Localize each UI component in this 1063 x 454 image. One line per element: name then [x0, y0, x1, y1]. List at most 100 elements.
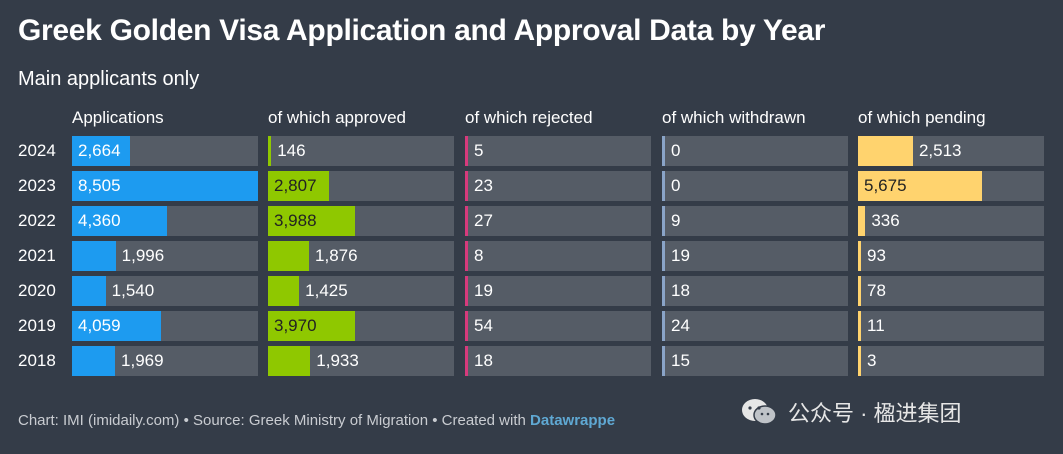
chart-footer: Chart: IMI (imidaily.com) • Source: Gree… — [18, 412, 615, 429]
value-label: 4,360 — [78, 211, 121, 230]
footer-brand-link[interactable]: Datawrappe — [530, 412, 616, 429]
bar-track: 11 — [858, 311, 1044, 341]
value-label: 8,505 — [78, 176, 121, 195]
bar-pending — [858, 276, 861, 306]
bar-track: 1,933 — [268, 346, 454, 376]
bar-track: 1,540 — [72, 276, 258, 306]
bar-track: 23 — [465, 171, 651, 201]
year-label: 2024 — [18, 141, 56, 160]
bar-applications — [72, 241, 116, 271]
bar-track: 9 — [662, 206, 848, 236]
bar-track: 1,876 — [268, 241, 454, 271]
bar-track: 2,513 — [858, 136, 1044, 166]
value-label: 0 — [671, 176, 681, 195]
bar-track: 15 — [662, 346, 848, 376]
bar-track: 27 — [465, 206, 651, 236]
column-header-withdrawn: of which withdrawn — [662, 108, 806, 127]
column-header-pending: of which pending — [858, 108, 986, 127]
column-header-applications: Applications — [72, 108, 164, 127]
bar-track: 3 — [858, 346, 1044, 376]
bar-withdrawn — [662, 206, 665, 236]
bar-applications — [72, 136, 131, 166]
value-label: 1,933 — [316, 351, 359, 370]
bar-approved — [268, 136, 272, 166]
wechat-icon — [742, 399, 777, 425]
bar-applications — [72, 206, 168, 236]
bar-track: 3,970 — [268, 311, 454, 341]
bar-pending — [858, 171, 983, 201]
bar-track: 1,425 — [268, 276, 454, 306]
bar-track: 3,988 — [268, 206, 454, 236]
bar-rejected — [465, 311, 468, 341]
bar-approved — [268, 311, 355, 341]
value-label: 18 — [474, 351, 493, 370]
bar-rejected — [465, 171, 468, 201]
bar-track: 93 — [858, 241, 1044, 271]
bar-pending — [858, 311, 861, 341]
bar-track: 19 — [465, 276, 651, 306]
bar-track: 18 — [465, 346, 651, 376]
bar-pending — [858, 241, 861, 271]
bar-approved — [268, 276, 300, 306]
value-label: 5,675 — [864, 176, 907, 195]
value-label: 0 — [671, 141, 681, 160]
bar-rejected — [465, 206, 468, 236]
value-label: 1,425 — [305, 281, 348, 300]
bar-pending — [858, 206, 866, 236]
bar-withdrawn — [662, 136, 665, 166]
value-label: 19 — [671, 246, 690, 265]
chart-title: Greek Golden Visa Application and Approv… — [18, 14, 826, 47]
value-label: 2,664 — [78, 141, 121, 160]
bar-withdrawn — [662, 276, 665, 306]
bar-track: 2,807 — [268, 171, 454, 201]
value-label: 18 — [671, 281, 690, 300]
bar-rejected — [465, 276, 468, 306]
bar-track: 1,996 — [72, 241, 258, 271]
value-label: 146 — [277, 141, 306, 160]
bar-track: 4,059 — [72, 311, 258, 341]
bar-track: 18 — [662, 276, 848, 306]
year-label: 2019 — [18, 316, 56, 335]
bar-track: 5,675 — [858, 171, 1044, 201]
value-label: 1,996 — [121, 246, 165, 265]
value-label: 5 — [474, 141, 484, 160]
bar-track: 5 — [465, 136, 651, 166]
bar-pending — [858, 346, 861, 376]
bar-withdrawn — [662, 171, 665, 201]
value-label: 3,988 — [274, 211, 317, 230]
bar-withdrawn — [662, 241, 665, 271]
value-label: 2,513 — [918, 141, 962, 160]
bar-track: 146 — [268, 136, 454, 166]
bar-track: 8 — [465, 241, 651, 271]
bar-track: 8,505 — [72, 171, 258, 201]
bar-track: 54 — [465, 311, 651, 341]
bar-applications — [72, 311, 161, 341]
bar-rejected — [465, 241, 468, 271]
bar-track: 0 — [662, 136, 848, 166]
value-label: 336 — [871, 211, 900, 230]
bar-track: 2,664 — [72, 136, 258, 166]
bar-track: 78 — [858, 276, 1044, 306]
value-label: 93 — [867, 246, 886, 265]
year-label: 2018 — [18, 351, 56, 370]
value-label: 23 — [474, 176, 493, 195]
value-label: 3,970 — [274, 316, 317, 335]
value-label: 1,969 — [121, 351, 164, 370]
watermark-text: 公众号 · 楹进集团 — [788, 401, 962, 426]
value-label: 2,807 — [274, 176, 317, 195]
value-label: 24 — [671, 316, 690, 335]
column-header-rejected: of which rejected — [465, 108, 593, 127]
watermark: 公众号 · 楹进集团 — [740, 396, 962, 428]
bar-withdrawn — [662, 311, 665, 341]
value-label: 8 — [474, 246, 484, 265]
bar-applications — [72, 171, 258, 201]
value-label: 9 — [671, 211, 681, 230]
year-label: 2021 — [18, 246, 56, 265]
value-label: 27 — [474, 211, 493, 230]
value-label: 11 — [867, 316, 885, 335]
bar-rejected — [465, 346, 468, 376]
bar-track: 19 — [662, 241, 848, 271]
bar-track: 0 — [662, 171, 848, 201]
bar-approved — [268, 206, 356, 236]
column-header-approved: of which approved — [268, 108, 406, 127]
